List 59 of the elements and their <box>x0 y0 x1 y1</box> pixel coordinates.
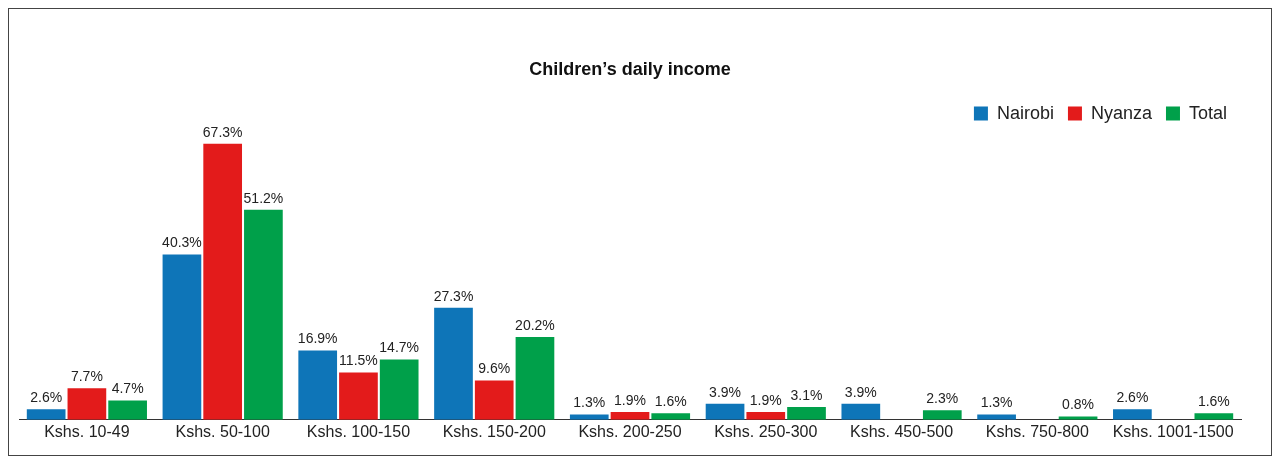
data-label: 4.7% <box>111 380 144 397</box>
data-label: 3.9% <box>709 383 742 400</box>
bar <box>474 380 514 420</box>
data-label: 3.1% <box>790 386 823 403</box>
bar <box>379 359 419 420</box>
data-label: 1.9% <box>614 391 646 408</box>
data-label: 40.3% <box>162 234 202 251</box>
legend-label: Total <box>1188 102 1228 123</box>
bar <box>787 407 826 420</box>
x-tick-label: Kshs. 750-800 <box>985 422 1090 440</box>
x-tick-label: Kshs. 50-100 <box>175 422 270 440</box>
x-tick-label: Kshs. 450-500 <box>849 422 954 440</box>
data-label: 2.6% <box>30 388 63 405</box>
data-label: 51.2% <box>243 189 284 206</box>
data-label: 11.5% <box>339 352 378 369</box>
bar <box>244 209 283 420</box>
bar <box>162 254 202 420</box>
legend-label: Nyanza <box>1090 102 1153 123</box>
bar <box>515 336 555 420</box>
data-label: 27.3% <box>433 287 474 304</box>
data-label: 7.7% <box>70 368 103 385</box>
data-label: 1.6% <box>1197 393 1230 410</box>
bar <box>651 413 691 420</box>
bar <box>922 410 962 420</box>
bar <box>1194 413 1234 420</box>
data-label: 2.3% <box>926 390 959 407</box>
x-tick-label: Kshs. 250-300 <box>714 422 818 440</box>
data-label: 20.2% <box>515 316 555 333</box>
data-label: 16.9% <box>297 330 338 347</box>
data-label: 2.6% <box>1116 388 1149 405</box>
x-tick-label: Kshs. 1001-1500 <box>1112 422 1234 440</box>
data-label: 14.7% <box>379 339 420 356</box>
data-label: 3.9% <box>844 383 877 400</box>
data-label: 9.6% <box>478 360 511 377</box>
bar <box>569 414 609 420</box>
x-tick-label: Kshs. 10-49 <box>44 422 130 440</box>
bar <box>841 403 881 420</box>
x-tick-label: Kshs. 150-200 <box>442 422 546 440</box>
bar <box>977 414 1016 420</box>
data-label: 1.6% <box>654 393 687 410</box>
data-label: 1.3% <box>980 394 1013 411</box>
bar <box>339 372 378 420</box>
legend-label: Nairobi <box>996 102 1054 123</box>
bar <box>108 400 147 420</box>
bar <box>67 388 107 420</box>
bar <box>746 412 786 420</box>
bar <box>203 143 243 420</box>
data-label: 1.3% <box>573 394 606 411</box>
data-label: 0.8% <box>1062 396 1095 413</box>
data-label: 67.3% <box>202 123 243 140</box>
bar <box>434 307 473 420</box>
bar <box>705 403 745 420</box>
bar <box>1113 409 1152 420</box>
bar <box>298 350 338 420</box>
x-tick-label: Kshs. 200-250 <box>578 422 682 440</box>
chart-title: Children’s daily income <box>529 58 731 79</box>
x-tick-label: Kshs. 100-150 <box>306 422 411 440</box>
data-label: 1.9% <box>749 391 782 408</box>
bar <box>26 409 66 420</box>
